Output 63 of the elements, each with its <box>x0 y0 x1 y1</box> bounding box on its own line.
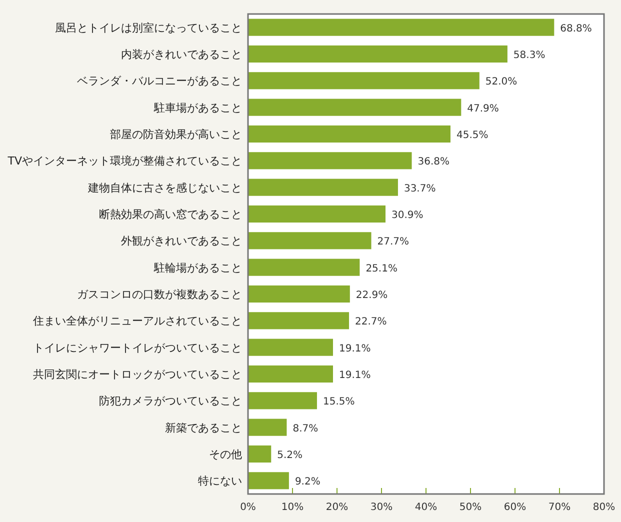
data-label: 36.8% <box>418 156 450 168</box>
bar <box>248 232 372 250</box>
bar <box>248 338 333 356</box>
data-label: 30.9% <box>392 210 424 221</box>
data-label: 27.7% <box>377 236 410 248</box>
data-label: 15.5% <box>322 396 355 408</box>
bar <box>248 98 462 116</box>
data-label: 19.1% <box>338 370 371 381</box>
y-tick-label: トイレにシャワートイレがついていること <box>33 341 242 354</box>
y-tick-label: 共同玄関にオートロックがついていること <box>33 368 242 381</box>
bar <box>248 18 554 36</box>
x-tick-label: 10% <box>281 502 304 513</box>
bar <box>248 472 289 490</box>
x-tick-label: 70% <box>548 502 571 513</box>
x-tick-label: 0% <box>240 502 256 513</box>
bar <box>248 205 386 223</box>
bar <box>248 258 360 276</box>
bar <box>248 72 480 90</box>
bar <box>248 285 350 303</box>
bar <box>248 152 412 170</box>
data-label: 68.8% <box>560 23 592 34</box>
y-tick-label: 駐輪場があること <box>153 261 242 274</box>
y-tick-label: 風呂とトイレは別室になっていること <box>55 21 242 34</box>
x-tick-label: 60% <box>504 502 526 513</box>
y-tick-label: TVやインターネット環境が整備されていること <box>6 154 242 168</box>
bar <box>248 125 450 143</box>
data-label: 58.3% <box>513 50 546 61</box>
data-label: 52.0% <box>485 76 518 88</box>
bar <box>248 392 317 410</box>
data-label: 33.7% <box>404 183 436 194</box>
data-label: 9.2% <box>294 476 320 488</box>
x-tick-label: 50% <box>459 502 482 513</box>
y-tick-label: 部屋の防音効果が高いこと <box>110 128 242 141</box>
y-tick-label: 外観がきれいであること <box>121 234 242 248</box>
data-label: 8.7% <box>292 423 318 434</box>
data-label: 45.5% <box>456 130 488 141</box>
x-tick-label: 20% <box>326 502 348 513</box>
x-tick-label: 80% <box>592 502 616 513</box>
y-tick-label: 建物自体に古さを感じないこと <box>87 181 242 194</box>
bar <box>248 178 398 196</box>
bar <box>248 312 350 330</box>
y-tick-label: 断熱効果の高い窓であること <box>99 208 242 221</box>
bar <box>248 365 333 383</box>
bar <box>248 418 287 436</box>
bar <box>248 445 272 463</box>
data-label: 25.1% <box>366 263 398 274</box>
x-tick-label: 30% <box>370 502 393 513</box>
x-tick-label: 40% <box>414 502 438 513</box>
data-label: 5.2% <box>277 450 303 461</box>
y-tick-label: その他 <box>209 448 242 461</box>
data-label: 22.9% <box>356 290 388 301</box>
y-tick-label: ガスコンロの口数が複数あること <box>77 288 242 301</box>
y-tick-label: 駐車場があること <box>153 101 242 114</box>
y-tick-label: 新築であること <box>165 421 242 434</box>
y-tick-label: 内装がきれいであること <box>121 48 242 61</box>
data-label: 22.7% <box>355 316 387 328</box>
data-label: 19.1% <box>338 343 371 354</box>
y-tick-label: 住まい全体がリニューアルされていること <box>33 314 242 328</box>
y-tick-label: 特にない <box>198 474 242 488</box>
y-tick-label: 防犯カメラがついていること <box>99 394 242 408</box>
data-label: 47.9% <box>467 103 499 114</box>
bar <box>248 45 508 63</box>
y-tick-label: ベランダ・バルコニーがあること <box>77 74 242 88</box>
